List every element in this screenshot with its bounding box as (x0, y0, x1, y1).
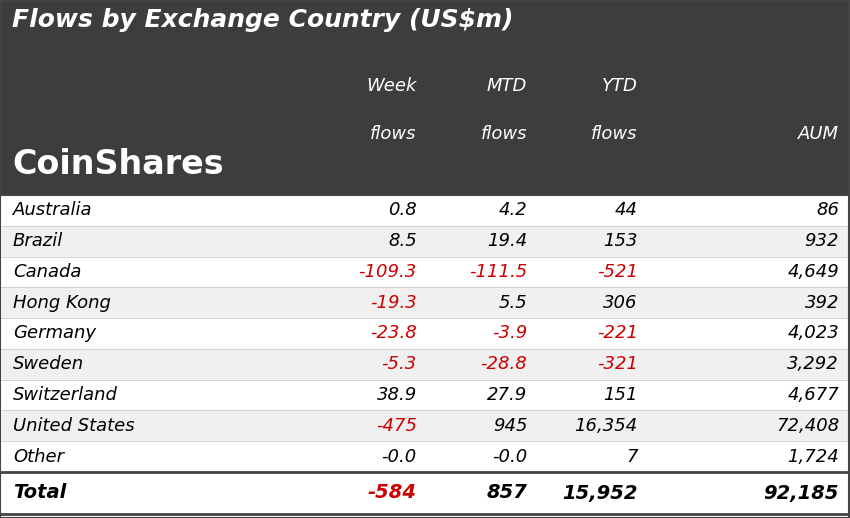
Text: 4.2: 4.2 (498, 202, 527, 220)
Text: -0.0: -0.0 (492, 448, 527, 466)
Text: 92,185: 92,185 (763, 483, 839, 502)
Text: 0.8: 0.8 (388, 202, 416, 220)
Text: flows: flows (481, 125, 527, 143)
Text: -475: -475 (376, 417, 416, 435)
Text: -28.8: -28.8 (480, 355, 527, 373)
Bar (0, 380, 850, 410)
Text: 44: 44 (615, 202, 638, 220)
Text: 3,292: 3,292 (787, 355, 839, 373)
Text: Hong Kong: Hong Kong (13, 294, 110, 312)
Text: flows: flows (371, 125, 416, 143)
Text: -3.9: -3.9 (492, 324, 527, 342)
Text: -321: -321 (597, 355, 638, 373)
Text: Total: Total (13, 483, 66, 502)
Text: 16,354: 16,354 (575, 417, 638, 435)
Text: 86: 86 (816, 202, 839, 220)
Bar (0, 472, 850, 514)
Text: -521: -521 (597, 263, 638, 281)
Text: CoinShares: CoinShares (12, 148, 224, 181)
Text: 1,724: 1,724 (787, 448, 839, 466)
Text: 932: 932 (805, 232, 839, 250)
Text: Australia: Australia (13, 202, 93, 220)
Text: 4,677: 4,677 (787, 386, 839, 404)
Text: -584: -584 (368, 483, 416, 502)
Text: AUM: AUM (798, 125, 839, 143)
Bar (0, 256, 850, 287)
Bar (0, 318, 850, 349)
Text: -19.3: -19.3 (370, 294, 416, 312)
Bar (0, 0, 850, 195)
Text: 38.9: 38.9 (377, 386, 416, 404)
Text: -0.0: -0.0 (382, 448, 416, 466)
Text: 19.4: 19.4 (487, 232, 527, 250)
Text: 7: 7 (626, 448, 638, 466)
Text: 857: 857 (486, 483, 527, 502)
Bar (0, 410, 850, 441)
Text: -111.5: -111.5 (469, 263, 527, 281)
Text: YTD: YTD (602, 77, 638, 95)
Text: 392: 392 (805, 294, 839, 312)
Text: flows: flows (592, 125, 638, 143)
Bar (0, 195, 850, 226)
Text: 4,023: 4,023 (787, 324, 839, 342)
Text: -23.8: -23.8 (370, 324, 416, 342)
Text: 945: 945 (493, 417, 527, 435)
Text: 306: 306 (604, 294, 638, 312)
Text: MTD: MTD (487, 77, 527, 95)
Text: Week: Week (366, 77, 416, 95)
Text: -221: -221 (597, 324, 638, 342)
Text: -5.3: -5.3 (382, 355, 416, 373)
Text: Flows by Exchange Country (US$m): Flows by Exchange Country (US$m) (12, 8, 513, 32)
Text: 5.5: 5.5 (498, 294, 527, 312)
Text: 15,952: 15,952 (562, 483, 638, 502)
Text: 8.5: 8.5 (388, 232, 416, 250)
Text: 72,408: 72,408 (776, 417, 839, 435)
Text: 153: 153 (604, 232, 638, 250)
Bar (0, 349, 850, 380)
Text: Sweden: Sweden (13, 355, 84, 373)
Text: United States: United States (13, 417, 134, 435)
Text: Brazil: Brazil (13, 232, 63, 250)
Text: -109.3: -109.3 (359, 263, 416, 281)
Text: 27.9: 27.9 (487, 386, 527, 404)
Text: Switzerland: Switzerland (13, 386, 117, 404)
Bar (0, 287, 850, 318)
Text: Germany: Germany (13, 324, 96, 342)
Bar (0, 441, 850, 472)
Text: 4,649: 4,649 (787, 263, 839, 281)
Text: Other: Other (13, 448, 64, 466)
Bar (0, 226, 850, 256)
Text: Canada: Canada (13, 263, 81, 281)
Text: 151: 151 (604, 386, 638, 404)
